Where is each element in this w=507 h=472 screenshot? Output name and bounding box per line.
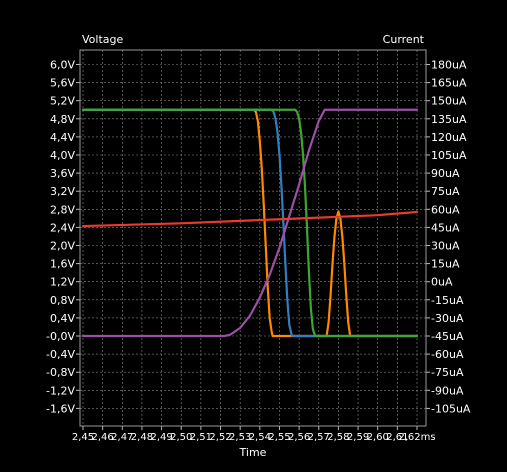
x-tick-label: 2,61 bbox=[386, 432, 408, 443]
grid bbox=[80, 50, 426, 426]
x-tick-label: 2,48 bbox=[131, 432, 153, 443]
y-left-tick-label: 3,2V bbox=[50, 185, 75, 198]
x-tick-label: 2,47 bbox=[111, 432, 133, 443]
y-right-tick-label: 75uA bbox=[431, 185, 460, 198]
y-right-tick-label: -30uA bbox=[431, 312, 464, 325]
series-group bbox=[81, 108, 419, 338]
y-left-tick-label: -1,6V bbox=[46, 402, 75, 415]
y-right-tick-label: 150uA bbox=[431, 95, 467, 108]
x-tick-label: 2,60 bbox=[367, 432, 389, 443]
x-tick-label: 2,57 bbox=[308, 432, 330, 443]
x-tick-label: 2,45 bbox=[72, 432, 94, 443]
y-right-tick-label: -105uA bbox=[431, 402, 471, 415]
x-tick-label: 2,55 bbox=[268, 432, 290, 443]
y-left-tick-label: 2,8V bbox=[50, 203, 75, 216]
right-axis-title: Current bbox=[383, 33, 425, 46]
y-left-tick-label: -0,8V bbox=[46, 366, 75, 379]
y-left-tick-label: -0,0V bbox=[46, 330, 75, 343]
y-right-tick-label: -75uA bbox=[431, 366, 464, 379]
y-left-tick-label: 0,4V bbox=[50, 312, 75, 325]
y-right-tick-label: 120uA bbox=[431, 131, 467, 144]
y-right-tick-label: 105uA bbox=[431, 149, 467, 162]
labels: Voltage Current Time bbox=[82, 33, 425, 459]
series-line-3 bbox=[81, 108, 419, 338]
x-tick-label: 2,58 bbox=[327, 432, 349, 443]
y-left-tick-label: 2,0V bbox=[50, 240, 75, 253]
series-line-5 bbox=[81, 210, 419, 228]
y-right-tick-label: 165uA bbox=[431, 77, 467, 90]
y-left-tick-label: -0,4V bbox=[46, 348, 75, 361]
x-tick-label: 2,52 bbox=[209, 432, 231, 443]
x-tick-label: 2,59 bbox=[347, 432, 369, 443]
x-tick-label: 2,62ms bbox=[398, 432, 435, 443]
y-right-tick-label: -90uA bbox=[431, 384, 464, 397]
series-line-4 bbox=[81, 108, 419, 338]
y-left-tick-label: 3,6V bbox=[50, 167, 75, 180]
y-right-tick-label: 135uA bbox=[431, 113, 467, 126]
y-left-tick-label: 1,6V bbox=[50, 258, 75, 271]
y-right-tick-label: -15uA bbox=[431, 294, 464, 307]
series-line-2 bbox=[81, 108, 419, 338]
axes: 6,0V 180uA 5,6V 165uA 5,2V 150uA 4,8V 135uA 4,4V… bbox=[46, 49, 471, 443]
plot-frame bbox=[79, 49, 427, 427]
y-right-tick-label: -60uA bbox=[431, 348, 464, 361]
left-axis-title: Voltage bbox=[82, 33, 123, 46]
y-right-tick-label: 45uA bbox=[431, 221, 460, 234]
y-left-tick-label: 1,2V bbox=[50, 276, 75, 289]
y-right-tick-label: 60uA bbox=[431, 203, 460, 216]
x-axis-title: Time bbox=[239, 446, 267, 459]
y-left-tick-label: 5,2V bbox=[50, 95, 75, 108]
y-right-tick-label: 30uA bbox=[431, 240, 460, 253]
x-tick-label: 2,50 bbox=[170, 432, 192, 443]
y-left-tick-label: 4,4V bbox=[50, 131, 75, 144]
series-line-1 bbox=[81, 108, 419, 338]
y-right-tick-label: 90uA bbox=[431, 167, 460, 180]
y-right-tick-label: 0uA bbox=[431, 276, 453, 289]
y-left-tick-label: -1,2V bbox=[46, 384, 75, 397]
y-left-tick-label: 4,0V bbox=[50, 149, 75, 162]
x-tick-label: 2,53 bbox=[229, 432, 251, 443]
y-right-tick-label: 180uA bbox=[431, 59, 467, 72]
y-right-tick-label: -45uA bbox=[431, 330, 464, 343]
y-left-tick-label: 5,6V bbox=[50, 77, 75, 90]
x-tick-label: 2,54 bbox=[249, 432, 271, 443]
x-tick-label: 2,56 bbox=[288, 432, 310, 443]
y-left-tick-label: 0,8V bbox=[50, 294, 75, 307]
y-right-tick-label: 15uA bbox=[431, 258, 460, 271]
x-tick-label: 2,51 bbox=[190, 432, 212, 443]
y-left-tick-label: 6,0V bbox=[50, 59, 75, 72]
y-left-tick-label: 4,8V bbox=[50, 113, 75, 126]
y-left-tick-label: 2,4V bbox=[50, 221, 75, 234]
x-tick-label: 2,46 bbox=[92, 432, 114, 443]
x-tick-label: 2,49 bbox=[150, 432, 172, 443]
